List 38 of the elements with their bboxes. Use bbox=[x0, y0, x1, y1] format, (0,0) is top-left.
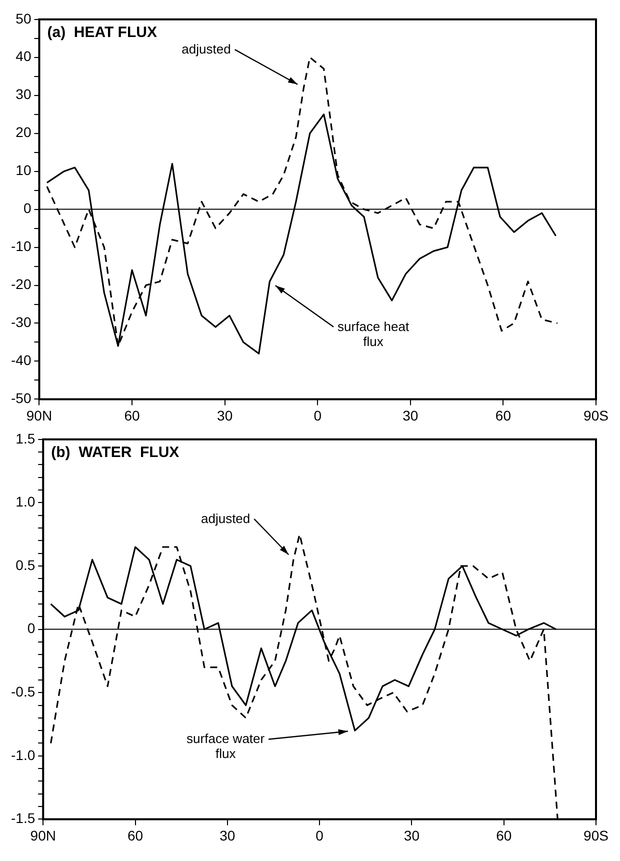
y-tick-label: 40 bbox=[16, 48, 32, 64]
x-tick-label: 90N bbox=[26, 407, 52, 424]
y-tick-label: 0 bbox=[27, 620, 36, 636]
y-tick-label: 0 bbox=[23, 200, 32, 216]
x-tick-label: 60 bbox=[496, 827, 512, 844]
y-tick-label: -0.5 bbox=[11, 683, 36, 700]
x-tick-label: 30 bbox=[217, 407, 233, 424]
text: adjusted bbox=[200, 510, 250, 526]
series-label: surface heat flux bbox=[338, 318, 410, 349]
y-tick-label: 1.5 bbox=[16, 430, 36, 446]
y-tick-label: 10 bbox=[16, 162, 32, 178]
x-tick-label: 60 bbox=[127, 827, 144, 844]
x-tick-label: 0 bbox=[314, 407, 322, 424]
y-tick-label: -1.5 bbox=[11, 810, 36, 826]
text: adjusted bbox=[182, 42, 231, 57]
x-tick-label: 90S bbox=[584, 827, 608, 844]
x-tick-label: 0 bbox=[316, 827, 324, 844]
chart-title: (b) WATER FLUX bbox=[51, 444, 180, 462]
y-tick-label: -10 bbox=[11, 238, 32, 254]
x-tick-label: 90S bbox=[584, 407, 608, 424]
y-tick-label: 30 bbox=[16, 86, 32, 102]
text: surface water flux bbox=[186, 731, 266, 762]
y-tick-label: 50 bbox=[16, 10, 32, 26]
y-tick-label: -20 bbox=[11, 276, 32, 292]
y-tick-label: -50 bbox=[11, 390, 32, 406]
y-tick-label: -30 bbox=[11, 314, 32, 330]
x-tick-label: 90N bbox=[30, 827, 56, 844]
x-tick-label: 60 bbox=[124, 407, 140, 424]
y-tick-label: 1.0 bbox=[16, 494, 36, 510]
x-tick-label: 30 bbox=[404, 827, 420, 844]
x-tick-label: 30 bbox=[402, 407, 418, 424]
chart-title: (a) HEAT FLUX bbox=[47, 24, 157, 42]
x-tick-label: 60 bbox=[495, 407, 512, 424]
y-tick-label: 20 bbox=[16, 124, 32, 140]
y-tick-label: -40 bbox=[11, 352, 32, 368]
x-tick-label: 30 bbox=[220, 827, 236, 844]
y-tick-label: 0.5 bbox=[16, 556, 36, 573]
y-tick-label: -1.0 bbox=[11, 746, 36, 763]
